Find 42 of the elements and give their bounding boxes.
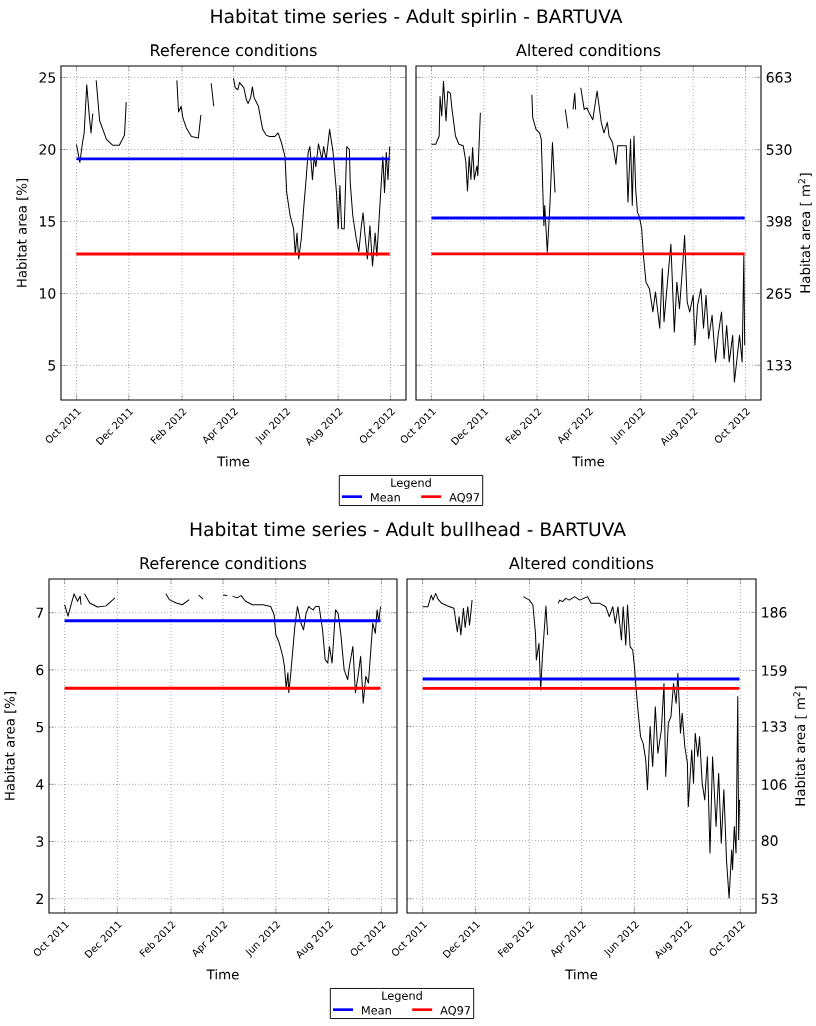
- y2-tick-label: 663: [766, 72, 792, 83]
- y2-tick-label: 53: [761, 893, 778, 905]
- legend-label: Mean: [371, 493, 400, 502]
- legend-title: Legend: [391, 478, 431, 490]
- chart-subtitle: Altered conditions: [516, 43, 661, 57]
- y2-axis-title: Habitat area [ m$^{2}$]: [793, 686, 807, 806]
- chart-title: Habitat time series - Adult spirlin - BARTUVA: [211, 8, 623, 27]
- chart-title: Habitat time series - Adult bullhead - BARTUVA: [190, 521, 626, 537]
- y2-tick-label: 398: [766, 216, 792, 227]
- y-tick-label: 2: [36, 893, 43, 904]
- y-tick-label: 4: [36, 779, 44, 790]
- x-axis-title: Time: [572, 456, 605, 467]
- x-axis-title: Time: [565, 969, 598, 980]
- legend-label: AQ97: [449, 493, 480, 503]
- y2-tick-label: 80: [761, 835, 778, 846]
- y2-tick-label: 133: [762, 721, 787, 732]
- y-tick-label: 10: [40, 288, 56, 299]
- y-tick-label: 6: [36, 664, 44, 676]
- x-axis-title: Time: [217, 456, 250, 467]
- y-tick-label: 5: [36, 721, 44, 733]
- y-axis-title: Habitat area [%]: [16, 179, 29, 287]
- y2-tick-label: 530: [766, 144, 792, 155]
- y2-axis-title: Habitat area [ m$^{2}$]: [798, 173, 812, 293]
- y-tick-label: 7: [36, 607, 44, 618]
- y-tick-label: 3: [36, 836, 44, 847]
- chart-subtitle: Reference conditions: [151, 43, 317, 57]
- y-tick-label: 25: [39, 72, 56, 83]
- x-axis-title: Time: [206, 969, 239, 980]
- legend-label: AQ97: [440, 1006, 471, 1016]
- y2-tick-label: 133: [767, 359, 792, 371]
- legend-title: Legend: [382, 991, 422, 1003]
- y2-tick-label: 186: [762, 607, 787, 618]
- legend-label: Mean: [362, 1006, 391, 1015]
- y2-tick-label: 159: [762, 665, 787, 676]
- y-tick-label: 15: [40, 216, 56, 227]
- y-axis-title: Habitat area [%]: [4, 692, 17, 800]
- y-tick-label: 20: [39, 144, 56, 155]
- y-tick-label: 5: [48, 360, 56, 371]
- y2-tick-label: 106: [762, 779, 787, 790]
- chart-subtitle: Reference conditions: [140, 556, 307, 570]
- chart-subtitle: Altered conditions: [509, 556, 654, 570]
- y2-tick-label: 265: [766, 288, 792, 299]
